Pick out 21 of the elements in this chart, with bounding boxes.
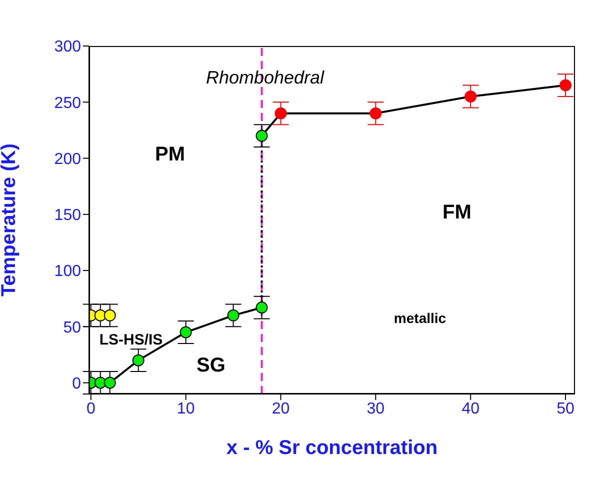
y-axis-title: Temperature (K) bbox=[0, 144, 20, 296]
annotation: PM bbox=[155, 144, 185, 166]
x-tick-label: 0 bbox=[86, 400, 96, 418]
y-tick-label: 50 bbox=[63, 319, 82, 336]
annotation: Rhombohedral bbox=[206, 68, 324, 88]
y-tick-label: 100 bbox=[54, 263, 82, 280]
y-tick-label: 0 bbox=[72, 375, 82, 392]
y-tick-label: 250 bbox=[54, 94, 82, 112]
annotation: metallic bbox=[394, 310, 446, 326]
y-tick-label: 150 bbox=[54, 207, 82, 224]
x-tick-label: 10 bbox=[176, 400, 195, 418]
x-tick-label: 30 bbox=[366, 400, 385, 418]
annotation: SG bbox=[196, 354, 226, 378]
x-tick-label: 40 bbox=[462, 400, 480, 418]
y-tick-label: 300 bbox=[54, 38, 82, 56]
annotation: FM bbox=[442, 202, 472, 224]
x-tick-label: 50 bbox=[556, 400, 575, 418]
annotation: LS-HS/IS bbox=[99, 332, 163, 348]
y-tick-label: 200 bbox=[54, 150, 82, 168]
x-tick-label: 20 bbox=[272, 400, 290, 418]
x-axis-title: x - % Sr concentration bbox=[226, 437, 438, 460]
